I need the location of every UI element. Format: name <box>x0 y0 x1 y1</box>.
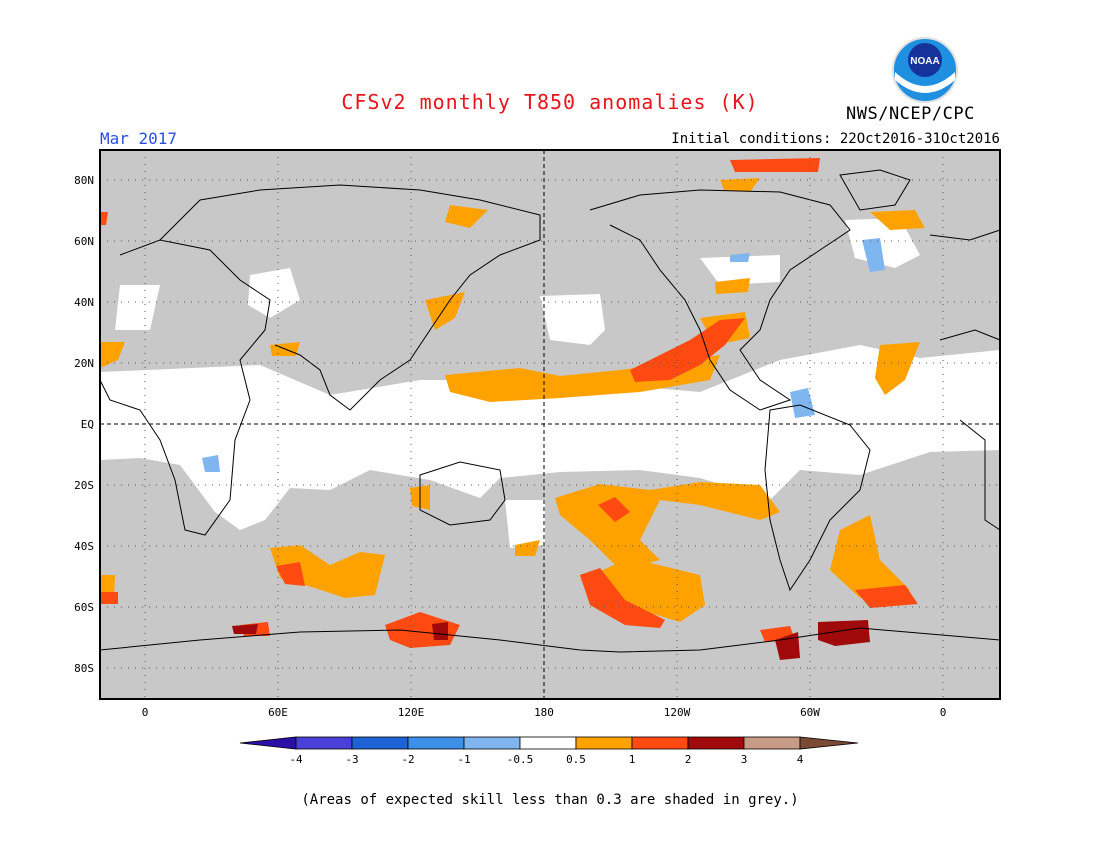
org-label: NWS/NCEP/CPC <box>846 104 975 124</box>
lat-label: 80S <box>74 662 94 675</box>
legend-swatch <box>351 736 409 750</box>
legend-tick: -4 <box>289 753 303 766</box>
legend-tick: 4 <box>797 753 804 766</box>
legend-tick: -0.5 <box>507 753 534 766</box>
legend-swatch <box>295 736 353 750</box>
legend-tick: 2 <box>685 753 692 766</box>
map-title: CFSv2 monthly T850 anomalies (K) <box>341 90 759 114</box>
anomaly-neg-0.5-to-neg-1-areas <box>202 238 885 472</box>
color-bar-tick-labels: -4 -3 -2 -1 -0.5 0.5 1 2 3 4 <box>289 753 803 766</box>
legend-swatch <box>631 736 689 750</box>
legend-arrow-low <box>239 736 297 750</box>
legend-swatch <box>407 736 465 750</box>
legend-tick: 1 <box>629 753 636 766</box>
lon-label: 120E <box>398 706 425 719</box>
noaa-logo: NOAA <box>892 37 958 103</box>
lon-label: 0 <box>940 706 947 719</box>
legend-arrow-high <box>799 736 859 750</box>
lon-label: 120W <box>664 706 691 719</box>
legend-swatch <box>463 736 521 750</box>
map-frame <box>99 149 1001 700</box>
valid-month-label: Mar 2017 <box>100 129 178 148</box>
map-panel: 80N 60N 40N 20N EQ 20S 40S 60S 80S 0 60E… <box>74 149 1001 719</box>
legend-swatch <box>519 736 577 750</box>
lon-label: 60E <box>268 706 288 719</box>
anomaly-2-to-3-areas <box>232 620 870 660</box>
anomaly-0.5-to-1-areas <box>100 178 925 622</box>
legend-swatch <box>575 736 633 750</box>
lat-label: 40N <box>74 296 94 309</box>
latitude-labels: 80N 60N 40N 20N EQ 20S 40S 60S 80S <box>74 174 94 675</box>
legend-tick: -3 <box>345 753 358 766</box>
neutral-anomaly-areas <box>100 218 1000 548</box>
lat-label: 80N <box>74 174 94 187</box>
lat-label: 20N <box>74 357 94 370</box>
color-bar-swatches <box>239 736 859 750</box>
legend-tick: 0.5 <box>566 753 586 766</box>
legend-tick: 3 <box>741 753 748 766</box>
legend-swatch <box>687 736 745 750</box>
lat-label: 60N <box>74 235 94 248</box>
legend-swatch <box>743 736 801 750</box>
lat-label: 20S <box>74 479 94 492</box>
coastlines <box>99 169 1001 653</box>
noaa-logo-text: NOAA <box>910 56 939 67</box>
lon-label: 180 <box>534 706 554 719</box>
lat-label: EQ <box>81 418 94 431</box>
legend-tick: -1 <box>457 753 470 766</box>
graticule <box>100 150 1000 699</box>
longitude-labels: 0 60E 120E 180 120W 60W 0 <box>142 706 947 719</box>
color-bar-legend: -4 -3 -2 -1 -0.5 0.5 1 2 3 4 <box>239 736 859 766</box>
footer-note: (Areas of expected skill less than 0.3 a… <box>301 792 799 808</box>
lat-label: 40S <box>74 540 94 553</box>
legend-tick: -2 <box>401 753 414 766</box>
lon-label: 60W <box>800 706 820 719</box>
lat-label: 60S <box>74 601 94 614</box>
lon-label: 0 <box>142 706 149 719</box>
initial-conditions-label: Initial conditions: 22Oct2016-31Oct2016 <box>671 131 1000 147</box>
